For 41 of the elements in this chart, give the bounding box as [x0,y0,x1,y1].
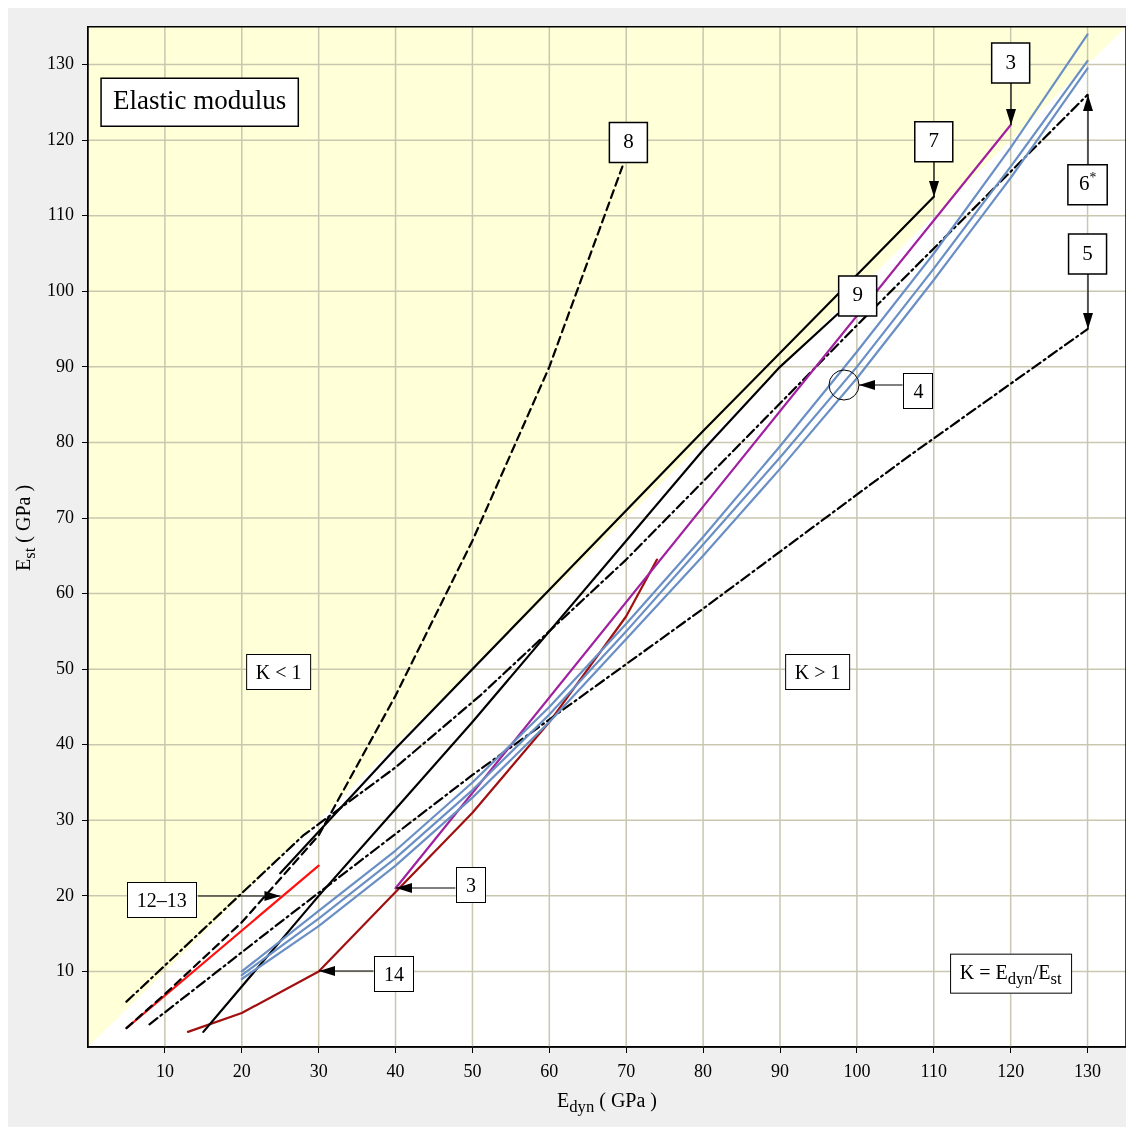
x-axis-title: E$_{dyn}$ ( GPa ) [556,1089,658,1117]
x-tick-label: 130 [1074,1060,1102,1081]
annotation: 3 [1005,49,1016,74]
annotation: K > 1 [784,654,851,691]
y-tick-label: 10 [56,960,74,981]
y-tick-label: 70 [56,506,74,527]
y-tick-label: 90 [56,355,74,376]
annotation: 5 [1082,240,1093,265]
x-tick-label: 70 [617,1060,636,1081]
y-tick-label: 20 [56,884,74,905]
y-tick-label: 40 [56,733,74,754]
x-tick-label: 120 [997,1060,1025,1081]
text: Elastic modulus [113,85,287,116]
x-tick-label: 110 [920,1060,947,1081]
annotation: K = E$_{dyn}$/E$_{st}$ [949,953,1072,995]
y-tick-label: 50 [56,657,74,678]
x-tick-label: 40 [386,1060,405,1081]
annotation: 3 [455,867,486,904]
x-tick-label: 50 [463,1060,482,1081]
y-tick-label: 30 [56,809,74,830]
y-tick-label: 80 [56,431,74,452]
y-tick-label: 110 [47,204,74,225]
annotation: 9 [852,282,863,307]
x-tick-label: 30 [309,1060,328,1081]
x-tick-label: 80 [694,1060,713,1081]
annotation: 14 [374,956,415,993]
y-tick-label: 120 [47,128,74,149]
x-tick-label: 100 [843,1060,871,1081]
x-tick-label: 20 [232,1060,251,1081]
annotation: 6* [1078,170,1097,196]
x-tick-label: 10 [155,1060,174,1081]
y-tick-label: 100 [47,280,74,301]
x-tick-label: 60 [540,1060,559,1081]
annotation: 8 [623,129,634,154]
annotation: 4 [903,373,934,410]
annotation: 7 [928,128,940,153]
x-tick-label: 90 [771,1060,789,1081]
annotation: K < 1 [245,654,312,691]
y-tick-label: 130 [47,53,74,74]
y-tick-label: 60 [56,582,74,603]
annotation: 12–13 [126,881,197,918]
